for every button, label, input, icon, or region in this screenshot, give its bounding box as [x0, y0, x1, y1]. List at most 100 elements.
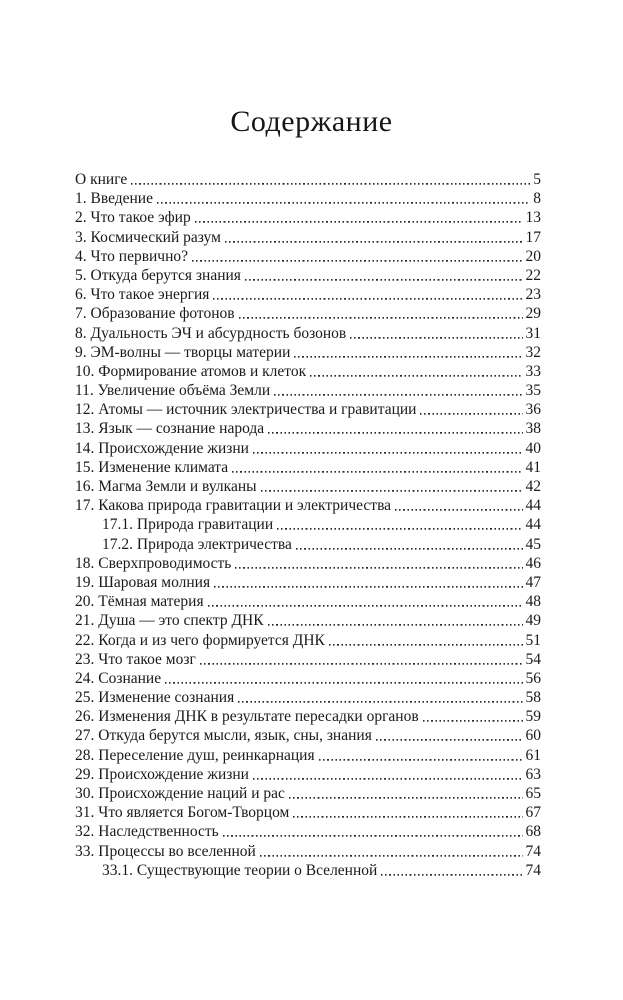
toc-entry[interactable]: 33.1. Существующие теории о Вселенной 74: [75, 860, 542, 880]
toc-entry[interactable]: 17.1. Природа гравитации 44: [75, 515, 541, 535]
toc-entry-label: 4. Что первично?: [75, 247, 189, 265]
dot-leader: [422, 707, 523, 727]
toc-entry[interactable]: 4. Что первично? 20: [75, 246, 541, 266]
toc-entry[interactable]: 2. Что такое эфир 13: [75, 208, 542, 228]
toc-entry[interactable]: 30. Происхождение наций и рас 65: [75, 784, 541, 804]
dot-leader: [294, 342, 523, 362]
toc-entry[interactable]: 14. Происхождение жизни 40: [75, 438, 541, 458]
toc-entry-label: 11. Увеличение объёма Земли: [75, 382, 271, 400]
dot-leader: [259, 841, 523, 861]
toc-entry-page: 68: [525, 823, 542, 841]
toc-entry[interactable]: 21. Душа — это спектр ДНК 49: [75, 611, 541, 631]
toc-entry-label: 29. Происхождение жизни: [75, 765, 249, 783]
dot-leader: [199, 649, 523, 669]
dot-leader: [288, 784, 523, 804]
dot-leader: [224, 227, 523, 247]
toc-entry[interactable]: 28. Переселение душ, реинкарнация 61: [75, 745, 542, 765]
toc-entry[interactable]: 1. Введение 8: [75, 189, 541, 209]
toc-entry[interactable]: 29. Происхождение жизни 63: [75, 764, 542, 784]
toc-entry-label: 13. Язык — сознание народа: [75, 420, 265, 438]
dot-leader: [235, 553, 523, 573]
dot-leader: [222, 822, 523, 842]
toc-entry[interactable]: 24. Сознание 56: [75, 668, 542, 689]
toc-entry-label: 28. Переселение душ, реинкарнация: [75, 746, 315, 764]
toc-entry[interactable]: 27. Откуда берутся мысли, язык, сны, зна…: [75, 726, 542, 746]
dot-leader: [252, 764, 523, 784]
toc-entry[interactable]: 22. Когда и из чего формируется ДНК 51: [75, 630, 541, 650]
dot-leader: [375, 726, 523, 746]
toc-entry-label: 21. Душа — это спектр ДНК: [75, 612, 264, 630]
toc-entry[interactable]: О книге 5: [75, 170, 541, 190]
toc-entry-label: 5. Откуда берутся знания: [75, 266, 241, 284]
toc-entry-label: 1. Введение: [75, 190, 153, 208]
toc-entry[interactable]: 19. Шаровая молния 47: [75, 572, 541, 593]
toc-entry-label: 17.2. Природа электричества: [102, 535, 292, 553]
toc-entry[interactable]: 12. Атомы — источник электричества и гра…: [75, 400, 542, 420]
toc-entry-page: 29: [525, 305, 542, 323]
toc-entry[interactable]: 7. Образование фотонов 29: [75, 304, 542, 324]
dot-leader: [268, 419, 523, 439]
toc-entry[interactable]: 33. Процессы во вселенной 74: [75, 841, 542, 861]
toc-entry-page: 36: [525, 401, 542, 419]
toc-entry-label: 8. Дуальность ЭЧ и абсурдность бозонов: [75, 324, 347, 342]
toc-entry-page: 61: [525, 746, 542, 764]
toc-entry-page: 48: [525, 593, 542, 611]
toc-entry-page: 8: [533, 190, 541, 208]
toc-entry-page: 42: [525, 478, 542, 495]
toc-entry[interactable]: 32. Наследственность 68: [75, 822, 542, 842]
toc-entry[interactable]: 31. Что является Богом-Творцом 67: [75, 803, 541, 823]
dot-leader: [274, 381, 523, 401]
toc-entry[interactable]: 16. Магма Земли и вулканы 42: [75, 477, 542, 497]
toc-entry-page: 44: [525, 497, 542, 515]
toc-entry[interactable]: 10. Формирование атомов и клеток 33: [75, 361, 542, 382]
toc-entry[interactable]: 15. Изменение климата 41: [75, 457, 541, 477]
toc-entry-page: 63: [525, 765, 542, 783]
toc-entry-label: 33.1. Существующие теории о Вселенной: [102, 861, 378, 879]
toc-entry[interactable]: 25. Изменение сознания 58: [75, 688, 542, 708]
toc-entry[interactable]: 3. Космический разум 17: [75, 227, 541, 247]
toc-entry-label: 2. Что такое эфир: [75, 209, 191, 227]
toc-entry-label: 12. Атомы — источник электричества и гра…: [75, 401, 417, 419]
toc-entry-page: 33: [525, 362, 542, 380]
toc-entry[interactable]: 23. Что такое мозг 54: [75, 649, 541, 669]
toc-entry-page: 74: [525, 842, 542, 860]
toc-entry-label: 18. Сверхпроводимость: [75, 554, 232, 572]
dot-leader: [395, 496, 523, 516]
page-title: Содержание: [230, 105, 393, 138]
toc-entry-page: 13: [525, 209, 542, 227]
dot-leader: [252, 438, 523, 458]
toc-entry[interactable]: 5. Откуда берутся знания 22: [75, 265, 542, 286]
toc-entry-page: 38: [525, 420, 542, 438]
toc-entry[interactable]: 26. Изменения ДНК в результате пересадки…: [75, 707, 541, 727]
toc-entry-page: 56: [525, 669, 542, 687]
toc-entry-page: 60: [525, 727, 542, 745]
toc-entry-page: 74: [525, 861, 542, 879]
toc-entry[interactable]: 18. Сверхпроводимость 46: [75, 553, 541, 573]
toc-entry[interactable]: 8. Дуальность ЭЧ и абсурдность бозонов 3…: [75, 323, 542, 343]
toc-entry-label: 17.1. Природа гравитации: [102, 516, 274, 534]
toc-entry-page: 23: [525, 286, 542, 304]
toc-entry-label: 22. Когда и из чего формируется ДНК: [75, 631, 325, 649]
toc-entry[interactable]: 6. Что такое энергия 23: [75, 285, 542, 305]
dot-leader: [232, 457, 523, 477]
toc-entry-label: 30. Происхождение наций и рас: [75, 785, 285, 802]
toc-entry-page: 22: [525, 266, 542, 284]
dot-leader: [260, 477, 523, 497]
toc-entry-page: 31: [525, 324, 542, 342]
toc-entry[interactable]: 17. Какова природа гравитации и электрич…: [75, 496, 542, 516]
dot-leader: [131, 170, 531, 190]
toc-entry[interactable]: 17.2. Природа электричества 45: [75, 534, 541, 554]
toc-entry[interactable]: 20. Тёмная материя 48: [75, 592, 542, 612]
dot-leader: [213, 285, 523, 305]
toc-entry-label: 31. Что является Богом-Творцом: [75, 804, 290, 822]
toc-entry-label: 17. Какова природа гравитации и электрич…: [75, 497, 392, 515]
toc-entry[interactable]: 11. Увеличение объёма Земли 35: [75, 381, 541, 401]
toc-entry-page: 58: [525, 689, 542, 707]
toc-entry[interactable]: 9. ЭМ-волны — творцы материи 32: [75, 342, 541, 362]
toc-entry-label: 24. Сознание: [75, 669, 162, 687]
toc-entry-label: 10. Формирование атомов и клеток: [75, 362, 307, 380]
dot-leader: [277, 515, 523, 535]
dot-leader: [328, 630, 523, 650]
toc-entry[interactable]: 13. Язык — сознание народа 38: [75, 419, 542, 439]
